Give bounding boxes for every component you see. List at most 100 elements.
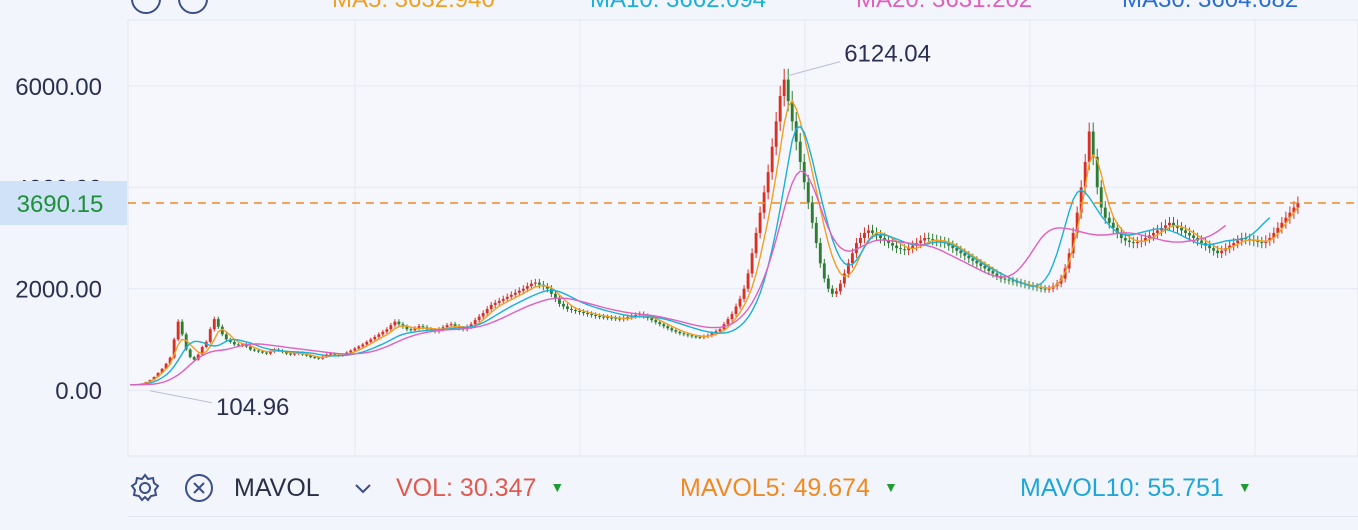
candle-body <box>265 352 268 354</box>
candle-body <box>317 357 321 359</box>
close-icon[interactable] <box>182 471 216 505</box>
candle-body <box>521 288 525 291</box>
candle-body <box>830 288 834 294</box>
candle-body <box>349 350 353 353</box>
candle-body <box>766 172 770 193</box>
candle-body <box>963 253 967 256</box>
candle-body <box>1260 242 1264 244</box>
candle-body <box>1268 238 1272 241</box>
candle-body <box>1127 240 1131 243</box>
candle-body <box>574 309 577 312</box>
candle-body <box>867 230 870 233</box>
plot-area <box>127 19 1358 457</box>
volume-indicator-toolbar: MAVOL VOL: 30.347 ▼ MAVOL5: 49.674 ▼ MAVOL… <box>0 462 1358 514</box>
min-annotation: 104.96 <box>216 394 289 421</box>
candle-body <box>566 306 569 309</box>
ma20-line <box>130 170 1227 386</box>
candle-body <box>537 282 541 285</box>
candle-body <box>1188 232 1191 236</box>
candle-body <box>293 353 296 355</box>
candle-body <box>838 283 842 292</box>
mavol5-label: MAVOL5: 49.674 <box>680 473 870 502</box>
candle-body <box>212 319 216 330</box>
candle-body <box>1280 222 1284 228</box>
y-tick-label: 6000.00 <box>15 74 102 101</box>
candle-body <box>152 376 156 380</box>
candle-body <box>979 263 983 266</box>
candle-body <box>983 265 987 269</box>
candle-body <box>1083 161 1087 188</box>
candle-body <box>846 263 850 274</box>
candle-body <box>790 101 794 122</box>
candle-body <box>995 273 999 277</box>
candle-body <box>1103 207 1107 218</box>
candle-body <box>208 329 212 342</box>
candle-body <box>224 334 228 340</box>
candle-body <box>1099 187 1103 208</box>
candle-body <box>859 238 862 244</box>
candle-body <box>927 238 931 240</box>
candle-body <box>931 239 935 241</box>
candle-body <box>505 296 509 299</box>
candle-body <box>1075 212 1079 233</box>
close-icon[interactable] <box>178 0 208 14</box>
candle-body <box>887 240 890 244</box>
candle-body <box>891 243 894 246</box>
candle-body <box>244 344 248 347</box>
candle-body <box>750 253 754 274</box>
candle-body <box>698 336 702 338</box>
candle-body <box>806 182 810 203</box>
candle-body <box>513 292 517 295</box>
candle-body <box>1220 250 1224 254</box>
candle-body <box>196 354 200 360</box>
candle-body <box>481 313 485 317</box>
candle-body <box>373 336 377 340</box>
candle-body <box>594 315 597 317</box>
indicator-name[interactable]: MAVOL <box>234 473 320 502</box>
candle-body <box>598 316 602 318</box>
candle-body <box>493 302 497 305</box>
candle-body <box>1200 240 1204 244</box>
candle-body <box>421 326 425 328</box>
candle-body <box>903 249 907 251</box>
candle-body <box>188 349 192 358</box>
candle-body <box>248 346 252 350</box>
candle-body <box>1071 232 1075 254</box>
candle-body <box>662 324 666 327</box>
candle-body <box>923 238 927 241</box>
gear-icon[interactable] <box>131 0 161 14</box>
candle-body <box>975 260 979 264</box>
ma5-line <box>129 99 1299 386</box>
candle-body <box>678 331 682 334</box>
candle-body <box>726 319 730 325</box>
candle-body <box>1087 131 1091 162</box>
candle-body <box>742 288 746 299</box>
candle-body <box>1228 245 1232 249</box>
candle-body <box>184 334 188 350</box>
gear-icon[interactable] <box>128 471 162 505</box>
candle-body <box>525 286 529 289</box>
candle-body <box>570 308 573 310</box>
annotation-leader <box>788 61 841 77</box>
candle-body <box>1079 187 1083 213</box>
mavol5-value: MAVOL5: 49.674 ▼ <box>680 474 898 503</box>
candle-body <box>1091 131 1095 157</box>
candle-body <box>261 351 264 353</box>
candle-body <box>361 344 365 347</box>
candle-body <box>1007 279 1011 281</box>
candle-body <box>794 121 798 142</box>
candle-body <box>449 324 453 326</box>
candle-body <box>509 294 513 297</box>
candle-body <box>200 347 204 355</box>
candle-body <box>690 335 694 337</box>
candle-body <box>626 317 630 319</box>
candle-body <box>192 357 196 360</box>
candle-body <box>168 357 172 364</box>
candle-body <box>810 202 814 223</box>
candle-body <box>1111 222 1115 228</box>
candle-body <box>549 288 553 294</box>
candle-body <box>156 372 160 377</box>
candle-body <box>842 273 846 284</box>
chevron-down-icon[interactable] <box>352 477 374 499</box>
candle-body <box>834 291 838 294</box>
